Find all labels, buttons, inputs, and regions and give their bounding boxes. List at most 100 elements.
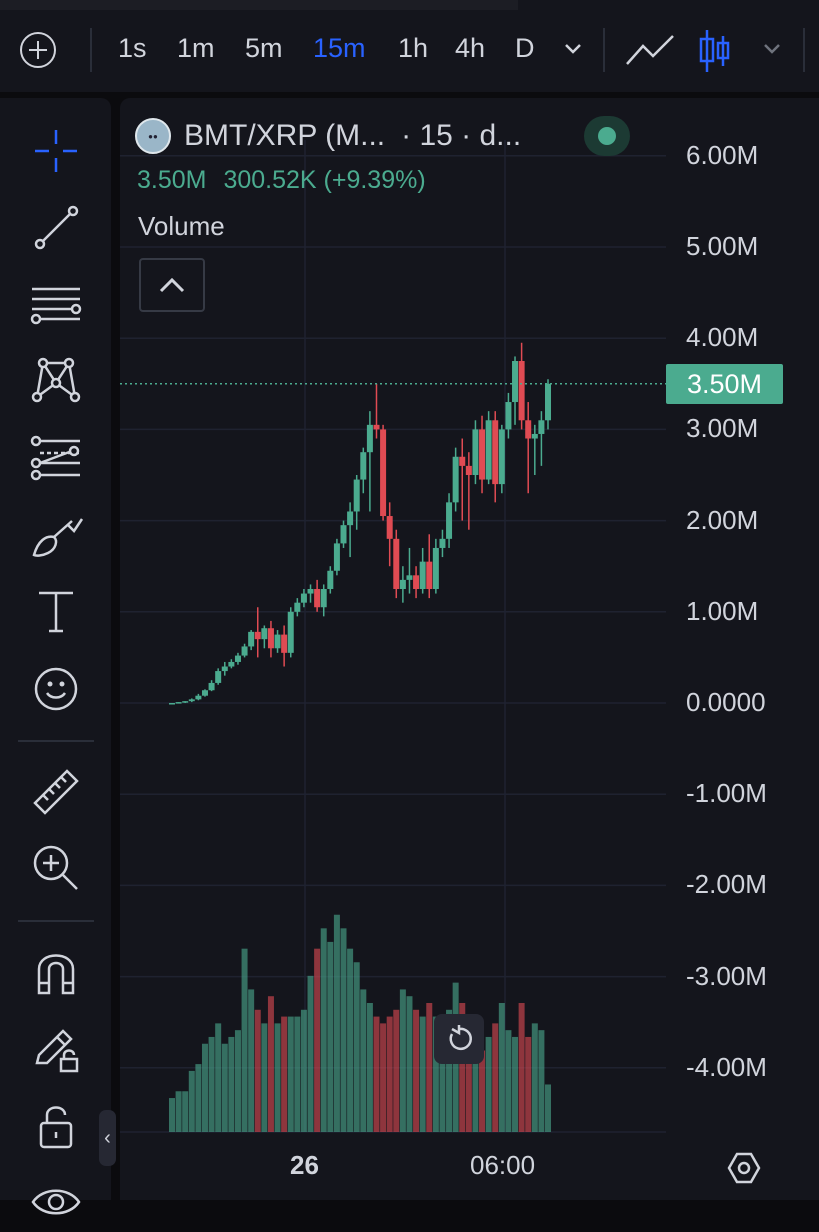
volume-bar (327, 941, 334, 1132)
candlestick-chart-type-icon[interactable] (698, 28, 732, 74)
timeframe-1s[interactable]: 1s (118, 33, 147, 63)
lock-drawing-icon[interactable] (26, 1018, 86, 1078)
collapse-toolbar-button[interactable]: ‹ (99, 1110, 116, 1166)
candle-body (169, 703, 175, 705)
candle-body (498, 429, 505, 485)
status-dot-icon (598, 127, 616, 145)
candle-body (208, 682, 215, 691)
price-axis-label: 2.00M (686, 504, 759, 535)
price-axis-label: 3.00M (686, 413, 759, 444)
timeframe-d[interactable]: D (515, 33, 535, 63)
toolbar-divider (803, 28, 805, 72)
fib-retracement-icon[interactable] (26, 274, 86, 334)
volume-bar (432, 1016, 439, 1132)
volume-bar (221, 1043, 228, 1132)
tool-divider (18, 740, 94, 742)
price-axis-label: -2.00M (686, 869, 767, 900)
lock-icon[interactable] (26, 1096, 86, 1156)
volume-bar (366, 1003, 373, 1132)
volume-bar (248, 989, 255, 1132)
text-tool-icon[interactable] (26, 582, 86, 642)
volume-bar (538, 1030, 545, 1132)
price-axis-label: 1.00M (686, 595, 759, 626)
candle-body (380, 429, 387, 517)
line-chart-type-icon[interactable] (625, 32, 675, 68)
top-toolbar: 1s 1m 5m 15m 1h 4h D (0, 0, 819, 92)
zoom-in-icon[interactable] (26, 838, 86, 898)
volume-bar (386, 1016, 393, 1132)
volume-bar (234, 1030, 241, 1132)
volume-bar (307, 975, 314, 1132)
chevron-down-icon[interactable] (563, 42, 583, 56)
collapse-legend-button[interactable] (139, 258, 205, 312)
add-indicator-icon[interactable] (20, 32, 56, 68)
symbol-header[interactable]: ●● BMT/XRP (M... · 15 · d... (135, 116, 521, 156)
candle-body (294, 602, 301, 612)
volume-bar (518, 1003, 525, 1132)
timeframe-4h[interactable]: 4h (455, 33, 486, 63)
candle-body (419, 561, 426, 589)
candle-body (413, 575, 420, 589)
candle-body (439, 538, 446, 548)
settings-icon[interactable] (724, 1148, 764, 1188)
candle-body (459, 456, 466, 466)
candle-body (360, 452, 367, 480)
volume-bar (188, 1070, 195, 1132)
volume-stats: 3.50M 300.52K (+9.39%) (137, 166, 436, 195)
prediction-icon[interactable] (26, 428, 86, 488)
indicator-name[interactable]: Volume (138, 211, 225, 241)
volume-bar (267, 996, 274, 1132)
candle-body (281, 634, 288, 653)
toolbar-divider (90, 28, 92, 72)
reset-icon (449, 1025, 472, 1051)
candle-body (267, 628, 274, 649)
brush-icon[interactable] (26, 506, 86, 566)
volume-bar (340, 928, 347, 1132)
volume-bar (333, 914, 340, 1132)
chart-canvas[interactable] (120, 98, 819, 1200)
status-strip (0, 0, 518, 10)
volume-bar (294, 1016, 301, 1132)
last-volume-value: 3.50M (137, 166, 207, 194)
timeframe-5m[interactable]: 5m (245, 33, 283, 63)
candle-body (333, 543, 340, 571)
volume-bar (465, 1036, 472, 1132)
timeframe-15m[interactable]: 15m (313, 33, 366, 63)
candle-body (201, 690, 208, 696)
candle-body (452, 456, 459, 503)
eye-icon[interactable] (26, 1172, 86, 1232)
emoji-icon[interactable] (26, 659, 86, 719)
market-status-indicator[interactable] (584, 116, 630, 156)
volume-bar (373, 1016, 380, 1132)
candle-body (287, 611, 294, 653)
token-logo: ●● (135, 118, 171, 154)
volume-bar (492, 1023, 499, 1132)
time-axis-label: 26 (290, 1150, 319, 1180)
volume-bar (347, 948, 354, 1132)
candle-body (248, 631, 255, 647)
volume-bar (215, 1023, 222, 1132)
pattern-icon[interactable] (26, 350, 86, 410)
candle-body (399, 579, 406, 589)
trend-line-icon[interactable] (26, 197, 86, 257)
last-price-tag: 3.50M (666, 364, 783, 404)
volume-bar (254, 1009, 261, 1132)
volume-bar (413, 1009, 420, 1132)
timeframe-1m[interactable]: 1m (177, 33, 215, 63)
volume-bar (505, 1030, 512, 1132)
ruler-icon[interactable] (26, 762, 86, 822)
volume-bar (360, 989, 367, 1132)
candle-body (261, 628, 268, 640)
candle-body (314, 589, 321, 608)
volume-bar (380, 1023, 387, 1132)
symbol-name: BMT/XRP (M... (184, 119, 386, 152)
chevron-down-icon[interactable] (762, 42, 782, 56)
timeframe-1h[interactable]: 1h (398, 33, 429, 63)
magnet-icon[interactable] (26, 942, 86, 1002)
volume-bar (525, 1036, 532, 1132)
reset-chart-button[interactable] (434, 1014, 484, 1064)
volume-bar (498, 1003, 505, 1132)
volume-bar (175, 1091, 182, 1132)
candle-body (241, 646, 248, 656)
crosshair-icon[interactable] (26, 121, 86, 181)
